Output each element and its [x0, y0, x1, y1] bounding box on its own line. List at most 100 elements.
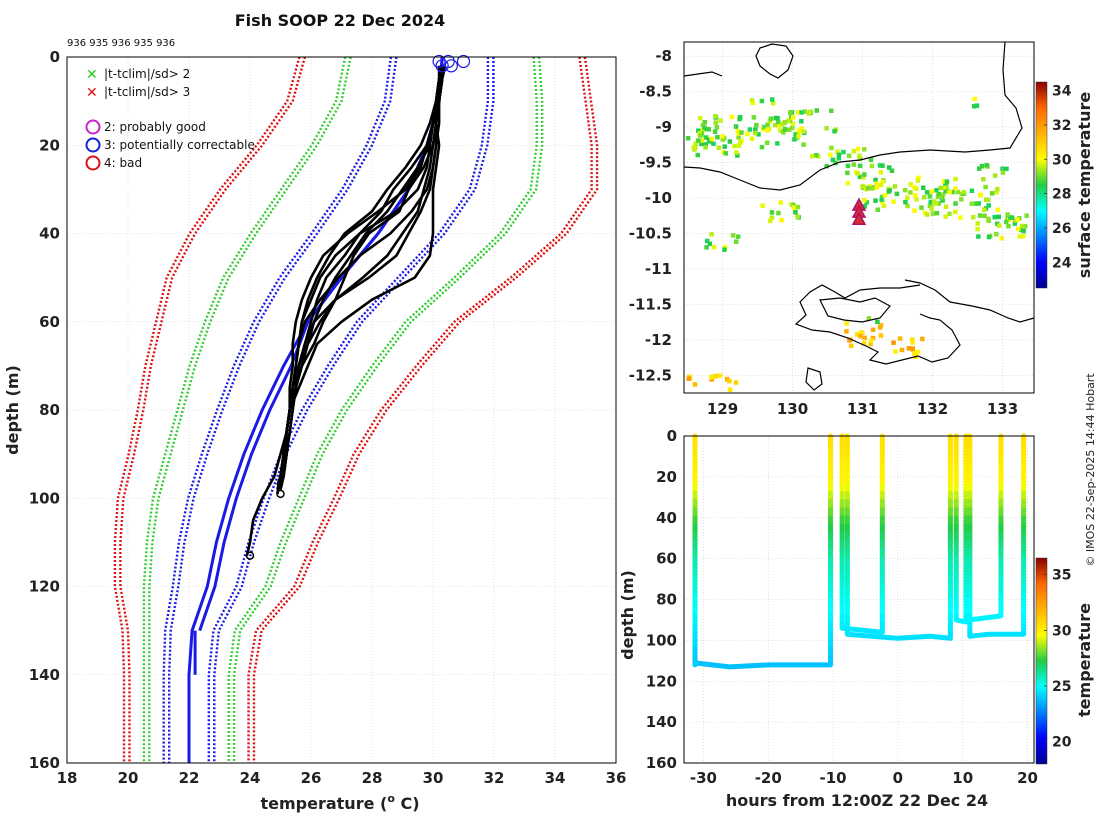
sst-pixel — [793, 132, 798, 137]
sst-pixel — [734, 239, 739, 244]
legend-green-x-icon: ✕ — [86, 67, 98, 83]
sst-pixel — [857, 174, 863, 179]
sst-pixel — [801, 142, 806, 147]
map-grid — [684, 42, 1034, 393]
map-x-tick: 131 — [847, 400, 878, 418]
legend-red-circle-icon — [85, 155, 101, 171]
sst-pixel — [832, 129, 837, 134]
profile-y-tick: 120 — [29, 578, 60, 596]
sst-pixel — [753, 130, 758, 136]
profile-ticks: 18 20 22 24 26 28 30 32 34 36 0 20 40 60 80 100 120 140 16… — [29, 48, 627, 787]
legend-magenta-circle-icon — [85, 119, 101, 135]
sst-pixel — [981, 207, 987, 213]
profile-y-tick: 80 — [39, 401, 60, 419]
section-floor-line — [694, 660, 831, 670]
sst-pixel — [992, 214, 997, 220]
sst-pixel — [953, 176, 958, 182]
map-x-tick: 132 — [917, 400, 948, 418]
sst-pixel — [927, 203, 933, 208]
sst-pixel — [846, 153, 852, 159]
sst-pixel — [711, 244, 717, 250]
sst-pixel — [989, 191, 995, 196]
sst-pixel — [891, 199, 896, 204]
sst-pixel — [974, 201, 979, 206]
map-cbar-tick: 28 — [1052, 187, 1071, 203]
profile-x-tick: 36 — [606, 769, 627, 787]
sst-pixel — [857, 163, 863, 169]
section-y-tick: 0 — [667, 427, 677, 445]
map-y-tick: -12 — [645, 331, 672, 349]
sst-pixel — [709, 136, 714, 142]
map-y-tick: -11.5 — [629, 295, 672, 313]
sst-pixel — [707, 241, 713, 247]
sst-pixel — [829, 145, 834, 151]
sst-pixel — [712, 129, 718, 134]
legend-item-bad: 4: bad — [104, 156, 142, 170]
sst-pixel — [943, 214, 948, 219]
sst-pixel — [1005, 212, 1010, 217]
sst-pixel — [919, 205, 924, 210]
sst-pixel — [955, 189, 960, 195]
sst-pixel — [897, 336, 903, 341]
sst-pixel — [709, 375, 714, 380]
sst-pixel — [915, 349, 921, 355]
map-y-tick: -9 — [655, 118, 672, 136]
sst-pixel — [723, 245, 728, 250]
map-x-tick: 129 — [707, 400, 738, 418]
profile-x-tick: 24 — [240, 769, 261, 787]
sst-pixel — [981, 177, 986, 182]
sst-pixel — [778, 200, 783, 205]
sst-pixel — [703, 142, 708, 147]
profile-y-tick: 0 — [50, 48, 60, 66]
sst-pixel — [844, 329, 849, 334]
map-cbar-tick: 30 — [1052, 152, 1072, 168]
sst-pixel — [912, 208, 917, 213]
section-y-label: depth (m) — [618, 570, 637, 660]
sst-pixel — [699, 138, 705, 143]
sst-pixel — [753, 127, 758, 132]
flag-3-marker — [432, 54, 446, 69]
sst-pixel — [802, 109, 808, 114]
sst-pixel — [845, 170, 850, 176]
sst-pixel — [910, 346, 916, 351]
xbt-profiles — [245, 54, 471, 560]
sst-pixel — [824, 126, 829, 131]
sst-pixel — [861, 147, 867, 152]
sst-pixel — [903, 199, 908, 205]
sst-pixel — [879, 197, 884, 202]
sst-pixel — [854, 332, 860, 337]
sst-pixel — [938, 185, 943, 191]
sst-pixel — [734, 150, 739, 155]
sst-pixel — [737, 116, 742, 122]
island-north — [755, 43, 794, 79]
sst-pixel — [792, 137, 797, 142]
section-axes-box — [683, 435, 1035, 764]
profile-end-marker — [276, 489, 285, 499]
sst-pixel — [899, 347, 905, 353]
xbt-profile-line — [279, 65, 444, 486]
sst-pixel — [780, 122, 785, 127]
sst-pixel — [912, 351, 917, 356]
sst-pixel — [1015, 217, 1020, 222]
sst-pixel — [711, 141, 716, 146]
legend-item-probably-good: 2: probably good — [104, 120, 206, 134]
section-x-tick: -20 — [755, 769, 782, 787]
sst-pixel — [779, 217, 784, 223]
profile-x-tick: 18 — [57, 769, 78, 787]
sst-pixel — [913, 186, 919, 191]
legend-item-correctable: 3: potentially correctable — [104, 138, 255, 152]
sst-pixel — [976, 234, 981, 239]
sst-pixel — [786, 127, 792, 133]
sst-pixel — [868, 341, 873, 347]
sst-pixel — [692, 382, 698, 387]
sst-pixel — [749, 98, 755, 103]
legend-red-x-icon: ✕ — [86, 85, 98, 101]
sst-pixel — [977, 213, 983, 218]
sst-pixel — [702, 120, 707, 125]
sst-pixel — [736, 135, 741, 140]
map-x-tick: 130 — [777, 400, 808, 418]
sst-pixel — [691, 145, 696, 150]
sst-pixel — [745, 131, 750, 137]
sst-pixel — [1000, 170, 1006, 175]
